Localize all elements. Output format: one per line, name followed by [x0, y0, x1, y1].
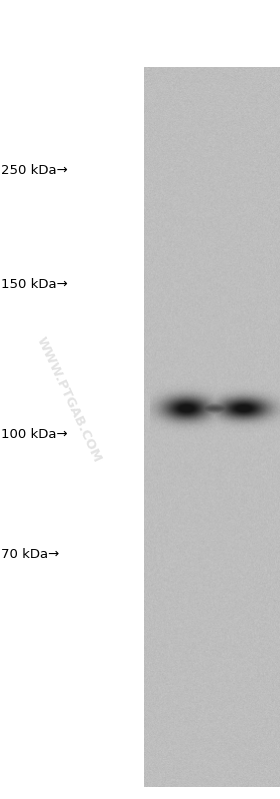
Text: 100 kDa→: 100 kDa→: [1, 428, 68, 442]
Text: 150 kDa→: 150 kDa→: [1, 279, 68, 292]
Text: 70 kDa→: 70 kDa→: [1, 548, 60, 562]
Text: WWW.PTGAB.COM: WWW.PTGAB.COM: [34, 335, 104, 464]
Text: 250 kDa→: 250 kDa→: [1, 164, 68, 177]
